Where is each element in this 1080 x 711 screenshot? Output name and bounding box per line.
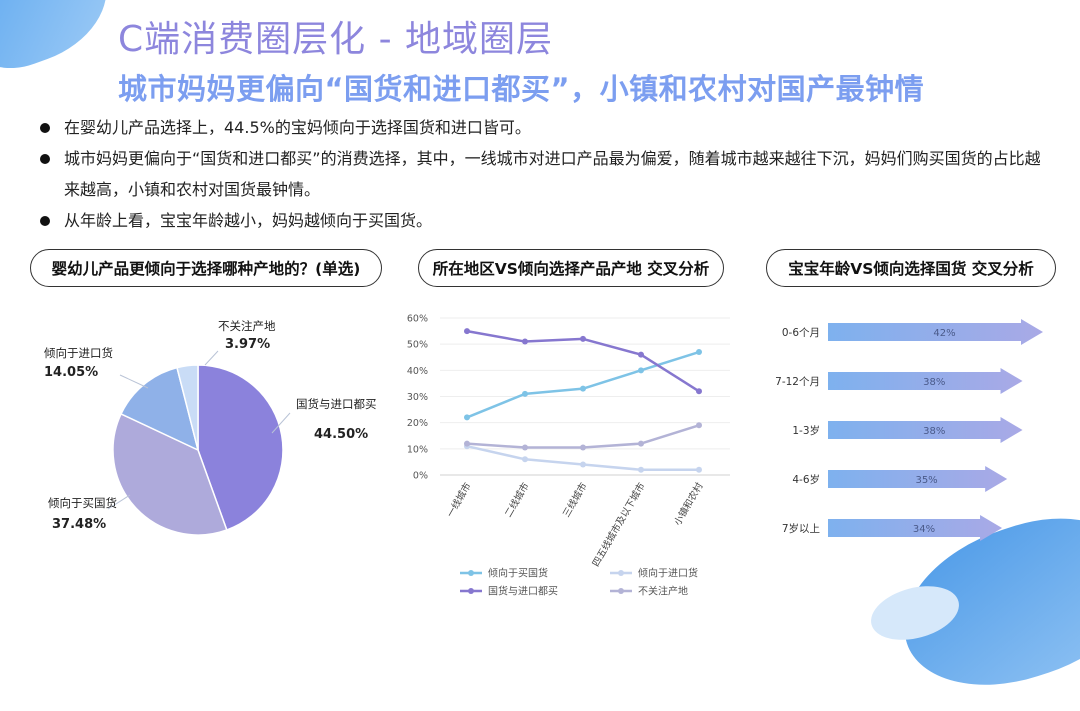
series-point [696, 422, 702, 429]
series-point [464, 414, 470, 421]
bar-value-label: 38% [923, 426, 945, 437]
legend-label: 不关注产地 [638, 585, 688, 598]
bullet-item: 从年龄上看，宝宝年龄越小，妈妈越倾向于买国货。 [38, 205, 1048, 236]
bar-category-label: 1-3岁 [792, 424, 820, 437]
bar-category-label: 7-12个月 [775, 376, 820, 388]
bar-arrow [828, 417, 1023, 443]
bar-value-label: 42% [933, 328, 955, 339]
line-chart: 0% 10% 20% 30% 40% 50% 60% 一线城市 二线城市 三线城市 四五线城市及以下… [407, 314, 730, 598]
bar-value-label: 34% [913, 524, 935, 535]
x-tick-label: 一线城市 [444, 480, 474, 519]
bar-value-label: 35% [915, 475, 937, 486]
pie-slice [112, 412, 228, 536]
bullet-item: 城市妈妈更偏向于“国货和进口都买”的消费选择，其中，一线城市对进口产品最为偏爱，… [38, 143, 1048, 205]
bar-arrow [828, 515, 1003, 541]
bar-value-label: 38% [923, 377, 945, 388]
series-point [580, 461, 586, 468]
legend-marker [618, 570, 624, 576]
series-point [464, 440, 470, 447]
legend-label: 倾向于进口货 [638, 567, 698, 580]
bar-category-label: 4-6岁 [792, 473, 820, 486]
x-tick-label: 三线城市 [560, 480, 590, 519]
x-tick-label: 小镇和农村 [671, 480, 705, 528]
bar-category-label: 0-6个月 [782, 327, 820, 339]
bar-arrow [828, 466, 1008, 492]
series-point [638, 351, 644, 358]
series-point [696, 466, 702, 473]
legend-marker [468, 588, 474, 594]
line-chart-title: 所在地区VS倾向选择产品产地 交叉分析 [418, 249, 724, 287]
y-tick-label: 10% [407, 444, 428, 455]
y-tick-label: 20% [407, 418, 428, 429]
page-subtitle: 城市妈妈更偏向“国货和进口都买”，小镇和农村对国产最钟情 [118, 72, 925, 106]
y-tick-label: 30% [407, 392, 428, 403]
bar-arrow [828, 319, 1043, 345]
series-line [466, 350, 700, 419]
pie-slice-label: 国货与进口都买 [296, 397, 377, 411]
pie-chart-title: 婴幼儿产品更倾向于选择哪种产地的？(单选) [30, 249, 382, 287]
series-point [638, 367, 644, 374]
bullet-list: 在婴幼儿产品选择上，44.5%的宝妈倾向于选择国货和进口皆可。 城市妈妈更偏向于… [38, 112, 1048, 236]
series-point [522, 444, 528, 451]
y-tick-label: 60% [407, 314, 428, 325]
series-point [696, 349, 702, 356]
series-point [522, 456, 528, 463]
series-point [522, 338, 528, 345]
series-point [580, 444, 586, 451]
pie-slice-value: 3.97% [225, 337, 270, 352]
series-line [466, 424, 700, 449]
pie-slice [176, 364, 199, 451]
legend-marker [468, 570, 474, 576]
pie-slice [197, 364, 284, 531]
pie-slice-label: 倾向于买国货 [48, 496, 117, 510]
pie-chart: 国货与进口都买 44.50% 倾向于买国货 37.48% 倾向于进口货 14.05% 不关注… [44, 319, 377, 536]
x-tick-label: 四五线城市及以下城市 [590, 480, 648, 569]
pie-leader-line [204, 350, 219, 366]
pie-slice [120, 366, 200, 452]
page-title: C端消费圈层化 - 地域圈层 [118, 19, 554, 60]
legend-marker [618, 588, 624, 594]
y-tick-label: 50% [407, 340, 428, 351]
pie-slice-value: 14.05% [44, 365, 98, 380]
y-tick-label: 0% [413, 471, 428, 482]
legend-label: 倾向于买国货 [488, 567, 548, 580]
pie-slice-label: 不关注产地 [218, 319, 276, 333]
x-tick-label: 二线城市 [502, 480, 532, 519]
series-point [696, 388, 702, 395]
bar-chart: 42% 0-6个月 38% 7-12个月 38% 1-3岁 35% 4-6岁 34% 7岁以上 [775, 319, 1043, 541]
pie-leader-line [107, 494, 131, 510]
series-point [638, 466, 644, 473]
bullet-item: 在婴幼儿产品选择上，44.5%的宝妈倾向于选择国货和进口皆可。 [38, 112, 1048, 143]
bar-arrow [828, 368, 1023, 394]
pie-slice-label: 倾向于进口货 [44, 346, 113, 360]
series-point [638, 440, 644, 447]
y-tick-label: 40% [407, 366, 428, 377]
bar-category-label: 7岁以上 [782, 522, 820, 535]
series-point [580, 385, 586, 392]
pie-slice-value: 44.50% [314, 427, 368, 442]
legend-label: 国货与进口都买 [488, 585, 558, 598]
bar-chart-title: 宝宝年龄VS倾向选择国货 交叉分析 [766, 249, 1056, 287]
pie-leader-line [119, 374, 149, 389]
pie-leader-line [271, 412, 291, 434]
pie-slice-value: 37.48% [52, 517, 106, 532]
decor-blob-top-left [0, 0, 125, 83]
series-point [522, 390, 528, 397]
series-point [464, 328, 470, 335]
series-point [580, 335, 586, 342]
